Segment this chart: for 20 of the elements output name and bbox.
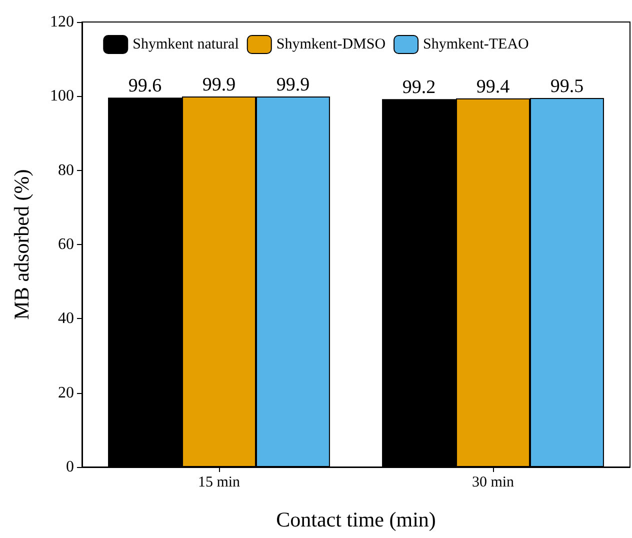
data-label: 99.2 [402, 77, 436, 98]
legend-label: Shymkent natural [132, 36, 239, 52]
legend-label: Shymkent-DMSO [276, 36, 386, 52]
y-tick-label: 60 [58, 236, 74, 253]
y-tick-label: 40 [58, 310, 74, 328]
data-label: 99.6 [128, 76, 162, 97]
data-label: 99.4 [476, 76, 510, 98]
y-tick-label: 0 [66, 458, 74, 476]
data-label: 99.9 [202, 74, 236, 96]
legend-label: Shymkent-TEAO [423, 36, 530, 52]
data-label: 99.5 [550, 76, 584, 98]
x-axis-title: Contact time (min) [276, 508, 436, 532]
x-tick-label: 15 min [198, 474, 241, 490]
y-tick-label: 100 [50, 88, 74, 105]
y-tick-label: 80 [58, 162, 74, 179]
data-label: 99.9 [276, 74, 310, 96]
y-axis-title: MB adsorbed (%) [10, 169, 34, 320]
y-tick-label: 120 [50, 14, 74, 30]
x-tick-label: 30 min [472, 474, 515, 490]
y-tick-label: 20 [58, 384, 74, 402]
